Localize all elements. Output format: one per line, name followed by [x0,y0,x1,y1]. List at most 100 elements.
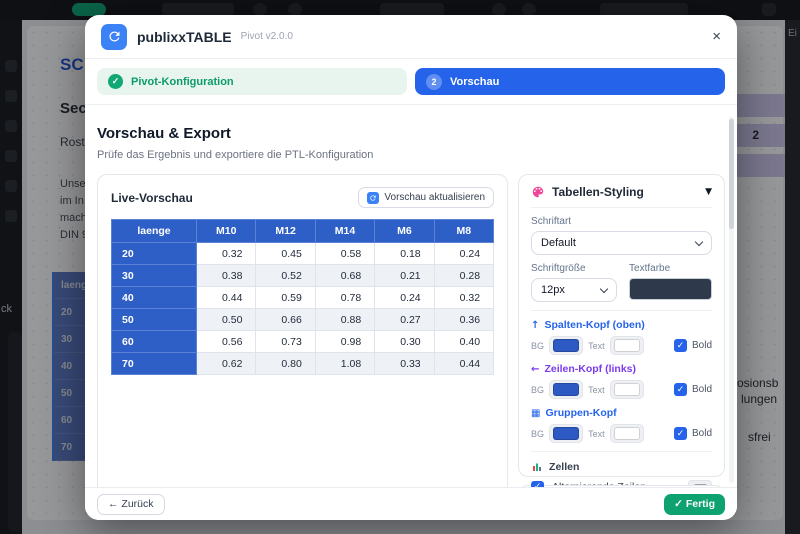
row-header: 40 [112,287,197,309]
section-label: Gruppen-Kopf [546,407,617,419]
column-header: M8 [434,220,493,243]
refresh-icon [367,192,379,204]
refresh-button-label: Vorschau aktualisieren [384,192,485,203]
table-cell: 0.33 [375,353,434,375]
modal-scrollbar[interactable] [729,117,734,483]
table-row: 600.560.730.980.300.40 [112,331,494,353]
column-header: M14 [315,220,374,243]
chevron-down-icon [600,284,608,292]
text-color-picker[interactable] [629,278,712,300]
table-cell: 0.24 [434,243,493,265]
table-row: 200.320.450.580.180.24 [112,243,494,265]
table-cell: 0.24 [375,287,434,309]
column-header: laenge [112,220,197,243]
dialog-header: publixxTABLE Pivot v2.0.0 × [85,15,737,59]
app-logo-icon [101,24,127,50]
text-color-label: Textfarbe [629,263,712,274]
row-header: 30 [112,265,197,287]
table-cell: 0.30 [375,331,434,353]
text-color-swatch[interactable] [610,336,644,355]
step-pivot-konfiguration[interactable]: ✓ Pivot-Konfiguration [97,68,407,95]
dialog-body: Vorschau & Export Prüfe das Ergebnis und… [85,115,737,487]
table-cell: 0.98 [315,331,374,353]
bg-label: BG [531,385,544,395]
table-cell: 0.56 [197,331,256,353]
table-styling-card: Tabellen-Styling ▼ Schriftart Default Sc… [518,174,725,477]
table-cell: 0.59 [256,287,315,309]
table-row: 700.620.801.080.330.44 [112,353,494,375]
table-row: 300.380.520.680.210.28 [112,265,494,287]
text-label: Text [588,341,605,351]
finish-button[interactable]: ✓ Fertig [664,494,725,515]
table-row: 400.440.590.780.240.32 [112,287,494,309]
table-cell: 0.66 [256,309,315,331]
font-family-select[interactable]: Default [531,231,712,255]
text-label: Text [588,385,605,395]
text-label: Text [588,429,605,439]
cells-section-label: Zellen [549,461,579,473]
font-size-select[interactable]: 12px [531,278,617,302]
section-label: Zeilen-Kopf (links) [544,363,636,375]
pivot-dialog: publixxTABLE Pivot v2.0.0 × ✓ Pivot-Konf… [85,15,737,520]
column-header: M6 [375,220,434,243]
dialog-title: publixxTABLE [137,29,232,45]
table-cell: 0.73 [256,331,315,353]
bold-checkbox[interactable] [674,383,687,396]
text-color-swatch[interactable] [610,424,644,443]
row-header: 70 [112,353,197,375]
row-header: 60 [112,331,197,353]
bg-color-swatch[interactable] [549,424,583,443]
preview-title: Live-Vorschau [111,191,193,205]
table-cell: 0.28 [434,265,493,287]
text-color-swatch[interactable] [610,380,644,399]
bg-color-swatch[interactable] [549,336,583,355]
dialog-version: Pivot v2.0.0 [241,31,293,42]
table-cell: 0.32 [434,287,493,309]
step-number-badge: 2 [426,74,442,90]
table-cell: 0.80 [256,353,315,375]
bg-color-swatch[interactable] [549,380,583,399]
row-header: 50 [112,309,197,331]
column-header: M10 [197,220,256,243]
bold-checkbox[interactable] [674,427,687,440]
scrollbar-thumb[interactable] [729,119,734,229]
refresh-preview-button[interactable]: Vorschau aktualisieren [358,187,494,208]
table-cell: 0.44 [434,353,493,375]
dialog-footer: ← Zurück ✓ Fertig [85,487,737,520]
back-button[interactable]: ← Zurück [97,494,165,515]
font-size-label: Schriftgröße [531,263,617,274]
table-cell: 0.58 [315,243,374,265]
table-cell: 0.44 [197,287,256,309]
table-cell: 0.62 [197,353,256,375]
font-family-label: Schriftart [531,216,712,227]
section-label: Spalten-Kopf (oben) [544,319,644,331]
page-subtitle: Prüfe das Ergebnis und exportiere die PT… [97,149,725,161]
bold-label: Bold [692,340,712,351]
chevron-down-icon [695,237,703,245]
font-size-value: 12px [541,284,565,296]
close-icon[interactable]: × [712,29,721,44]
palette-icon [531,185,545,199]
bold-checkbox[interactable] [674,339,687,352]
table-cell: 0.78 [315,287,374,309]
collapse-chevron-icon[interactable]: ▼ [705,187,712,197]
step-label: Vorschau [450,76,499,88]
section-title: ▦Gruppen-Kopf [531,407,712,419]
column-header: M12 [256,220,315,243]
table-cell: 0.40 [434,331,493,353]
table-cell: 0.32 [197,243,256,265]
table-cell: 1.08 [315,353,374,375]
bold-label: Bold [692,384,712,395]
table-cell: 0.88 [315,309,374,331]
section-title: ← Zeilen-Kopf (links) [531,363,712,375]
arrow-left-icon: ← [531,364,539,375]
table-cell: 0.36 [434,309,493,331]
step-vorschau[interactable]: 2 Vorschau [415,68,725,95]
check-icon: ✓ [108,74,123,89]
arrow-up-icon: ↑ [531,320,539,331]
table-cell: 0.50 [197,309,256,331]
styling-sections: ↑ Spalten-Kopf (oben) BG Text Bold ← Zeilen-Ko… [531,319,712,443]
styling-card-title: Tabellen-Styling [552,185,644,199]
bold-label: Bold [692,428,712,439]
live-preview-card: Live-Vorschau Vorschau aktualisieren lae… [97,174,508,487]
